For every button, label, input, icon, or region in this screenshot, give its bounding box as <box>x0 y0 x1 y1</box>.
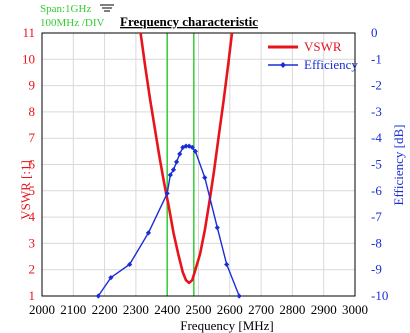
vswr-series-line <box>139 32 234 285</box>
y-right-tick-label: -10 <box>371 288 388 303</box>
efficiency-point <box>167 172 173 178</box>
efficiency-point <box>127 261 133 268</box>
efficiency-point <box>224 261 230 268</box>
x-tick-label: 2300 <box>123 302 149 317</box>
y-left-tick-label: 7 <box>29 130 36 145</box>
efficiency-point <box>145 230 152 236</box>
x-tick-label: 2600 <box>217 302 243 317</box>
efficiency-point <box>189 144 195 151</box>
efficiency-point <box>202 175 208 181</box>
series-layer <box>95 32 242 299</box>
efficiency-point <box>173 159 180 165</box>
efficiency-point <box>177 151 183 157</box>
legend-label-vswr: VSWR <box>304 39 342 54</box>
y-left-tick-label: 1 <box>29 288 36 303</box>
efficiency-series-line <box>97 145 240 297</box>
span-label: Span:1GHz <box>40 3 91 15</box>
left-y-tick-labels: 1 2 3 4 5 6 7 8 9 10 11 <box>22 25 36 303</box>
x-tick-label: 3000 <box>342 302 368 317</box>
y-left-tick-label: 2 <box>29 262 36 277</box>
y-right-tick-label: -2 <box>371 78 382 93</box>
x-tick-label: 2100 <box>60 302 86 317</box>
y-right-tick-label: -4 <box>371 130 382 145</box>
efficiency-point <box>108 274 114 281</box>
y-left-axis-label: VSWR [:1] <box>18 160 33 220</box>
y-right-tick-label: -8 <box>371 235 382 250</box>
legend-label-efficiency: Efficiency <box>304 57 358 72</box>
chart-title: Frequency characteristic <box>120 14 258 29</box>
x-tick-label: 2900 <box>311 302 337 317</box>
efficiency-point <box>164 190 170 197</box>
y-right-tick-label: 0 <box>371 25 378 40</box>
y-left-tick-label: 11 <box>22 25 35 40</box>
y-left-tick-label: 8 <box>29 104 36 119</box>
frequency-markers <box>166 33 195 296</box>
x-tick-label: 2400 <box>154 302 180 317</box>
legend: VSWR Efficiency <box>268 39 358 72</box>
y-right-tick-label: -3 <box>371 104 382 119</box>
y-right-axis-label: Efficiency [dB] <box>391 125 406 206</box>
y-left-tick-label: 4 <box>29 209 36 224</box>
x-tick-label: 2800 <box>279 302 305 317</box>
x-tick-label: 2700 <box>248 302 274 317</box>
x-tick-label: 2000 <box>29 302 55 317</box>
x-axis-label: Frequency [MHz] <box>180 318 274 333</box>
ground-icon <box>100 4 114 12</box>
right-y-tick-labels: 0 -1 -2 -3 -4 -5 -6 -7 -8 -9 -10 <box>371 25 388 303</box>
legend-marker-efficiency <box>280 62 286 68</box>
efficiency-point <box>170 167 177 173</box>
y-left-tick-label: 3 <box>29 235 36 250</box>
efficiency-point <box>236 293 242 299</box>
y-left-tick-label: 5 <box>29 183 36 198</box>
plot-frame <box>41 32 356 297</box>
y-right-tick-label: -9 <box>371 262 382 277</box>
efficiency-point <box>183 143 189 149</box>
y-right-tick-label: -5 <box>371 157 382 172</box>
efficiency-point <box>192 148 198 154</box>
y-left-tick-label: 10 <box>22 51 35 66</box>
y-right-tick-label: -6 <box>371 183 382 198</box>
x-tick-labels: 2000 2100 2200 2300 2400 2500 2600 2700 2800 2900… <box>29 302 368 317</box>
x-tick-label: 2200 <box>92 302 118 317</box>
x-tick-label: 2500 <box>186 302 212 317</box>
y-left-tick-label: 9 <box>29 78 36 93</box>
div-label: 100MHz /DIV <box>40 17 105 29</box>
y-left-tick-label: 6 <box>29 157 36 172</box>
efficiency-point <box>95 293 101 299</box>
efficiency-point <box>214 225 220 231</box>
y-right-tick-label: -7 <box>371 209 382 224</box>
y-right-tick-label: -1 <box>371 51 382 66</box>
